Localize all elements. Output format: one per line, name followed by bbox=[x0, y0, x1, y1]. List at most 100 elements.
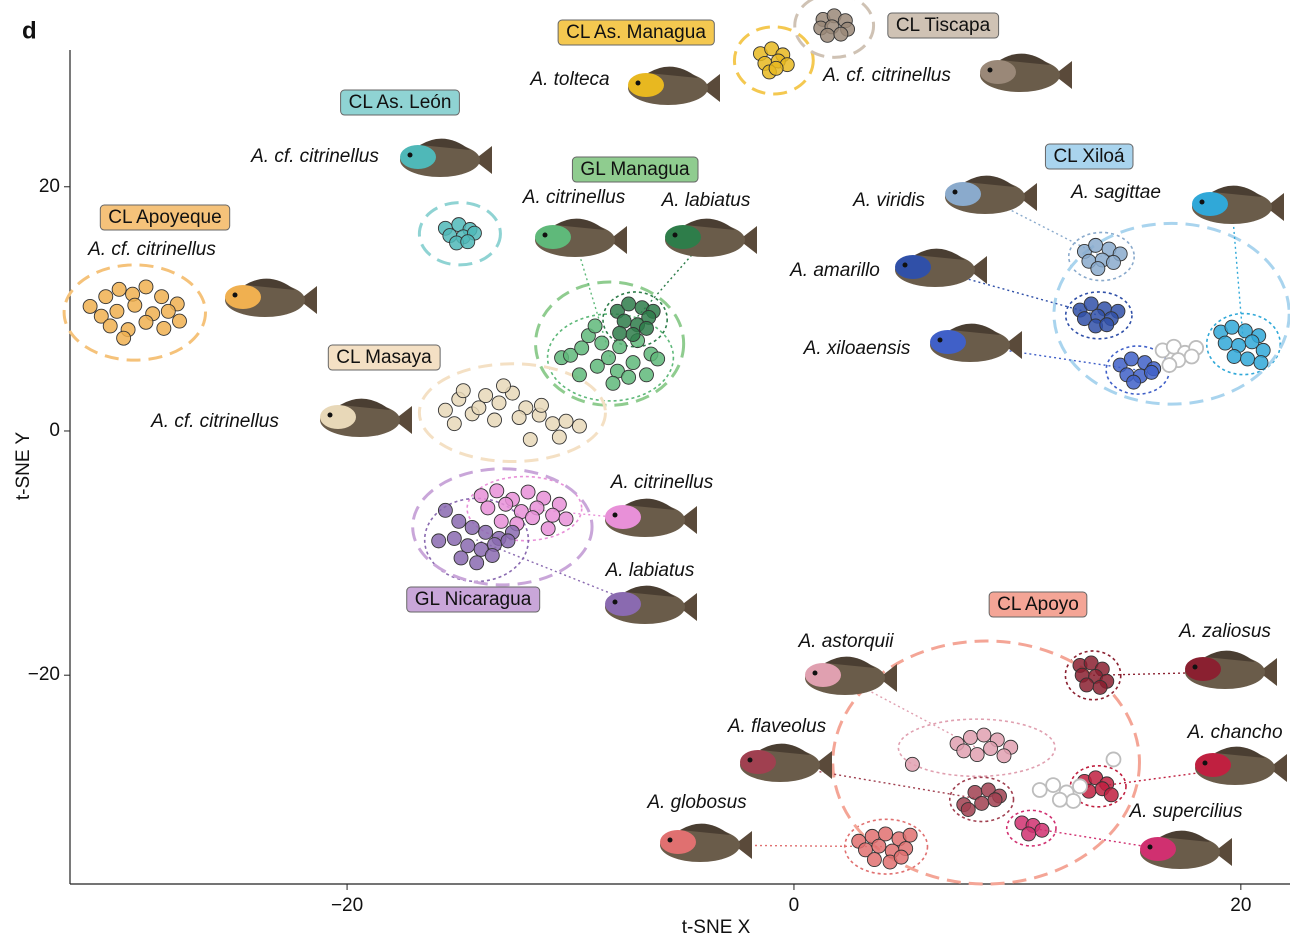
point bbox=[594, 335, 610, 351]
fish-eye bbox=[747, 757, 753, 763]
group-label-box bbox=[340, 89, 460, 116]
point bbox=[1217, 335, 1233, 351]
point bbox=[525, 510, 540, 526]
species-ellipse bbox=[948, 776, 1015, 823]
fish-tail bbox=[1266, 193, 1284, 221]
point bbox=[1088, 237, 1104, 253]
point bbox=[987, 792, 1003, 808]
fish-head bbox=[930, 330, 966, 354]
fish-icon bbox=[945, 175, 1037, 214]
point bbox=[1079, 677, 1095, 693]
point bbox=[102, 318, 118, 334]
point bbox=[1161, 357, 1178, 373]
group-ellipse bbox=[417, 362, 607, 464]
point bbox=[172, 313, 187, 329]
fish-eye bbox=[667, 837, 673, 843]
fish-head bbox=[628, 73, 664, 97]
fish-fin bbox=[950, 323, 1000, 335]
fish-eye bbox=[987, 67, 993, 73]
point bbox=[478, 388, 494, 404]
point bbox=[963, 730, 978, 745]
group-ellipse bbox=[793, 0, 876, 59]
fish-fin bbox=[1000, 53, 1050, 65]
point bbox=[551, 429, 567, 445]
leader-line bbox=[969, 344, 1138, 371]
leader-line bbox=[1098, 767, 1236, 788]
point bbox=[1240, 351, 1255, 367]
point bbox=[605, 375, 621, 391]
species-label: A. citrinellus bbox=[522, 187, 626, 208]
fish-eye bbox=[612, 512, 618, 518]
fish-fin bbox=[340, 398, 390, 410]
point bbox=[109, 303, 125, 319]
fish-head bbox=[1185, 657, 1221, 681]
fish-tail bbox=[679, 506, 697, 534]
group-ellipse bbox=[732, 25, 815, 96]
group-label-box bbox=[988, 591, 1088, 618]
fish-icon bbox=[605, 498, 697, 537]
fish-head bbox=[225, 285, 261, 309]
point bbox=[1092, 679, 1108, 695]
fish-head bbox=[1140, 837, 1176, 861]
ellipses bbox=[62, 0, 1290, 886]
fish-tail bbox=[739, 226, 757, 254]
point bbox=[1106, 255, 1121, 270]
fish-tail bbox=[609, 226, 627, 254]
y-axis-label: t-SNE Y bbox=[13, 432, 34, 501]
point bbox=[484, 548, 500, 563]
species-label: A. cf. citrinellus bbox=[822, 65, 951, 86]
point bbox=[878, 826, 894, 842]
point bbox=[1183, 348, 1200, 365]
point bbox=[1099, 317, 1115, 333]
fish-fin bbox=[1205, 650, 1255, 662]
species-label: A. globosus bbox=[646, 792, 747, 813]
fish-eye bbox=[1202, 760, 1208, 766]
point bbox=[156, 320, 172, 336]
point bbox=[1051, 791, 1068, 808]
point bbox=[520, 484, 536, 500]
fish-eye bbox=[612, 599, 618, 605]
point bbox=[498, 496, 514, 512]
fish-fin bbox=[1215, 746, 1265, 758]
fish-icon bbox=[535, 218, 627, 257]
point bbox=[572, 418, 587, 434]
fish-icon bbox=[1185, 650, 1277, 689]
fish-eye bbox=[232, 292, 238, 298]
fish-icon bbox=[628, 66, 720, 105]
fish-head bbox=[740, 750, 776, 774]
point bbox=[558, 413, 574, 429]
fish-tail bbox=[394, 406, 412, 434]
point bbox=[446, 530, 462, 546]
point bbox=[431, 533, 447, 549]
fish-eye bbox=[407, 152, 413, 158]
point bbox=[437, 402, 453, 418]
fish-head bbox=[805, 663, 841, 687]
group-ellipse bbox=[417, 201, 502, 267]
point bbox=[996, 748, 1012, 764]
fish-tail bbox=[879, 664, 897, 692]
fish-fin bbox=[680, 823, 730, 835]
fish-eye bbox=[327, 412, 333, 418]
fish-fin bbox=[760, 743, 810, 755]
point bbox=[1090, 261, 1106, 277]
point bbox=[1045, 777, 1062, 793]
fish-fin bbox=[1212, 185, 1262, 197]
point bbox=[574, 340, 590, 356]
species-label: A. zaliosus bbox=[1178, 621, 1271, 642]
point bbox=[625, 327, 641, 342]
fish-eye bbox=[952, 189, 958, 195]
point bbox=[904, 756, 920, 772]
group-label-box bbox=[1044, 143, 1134, 170]
point bbox=[601, 350, 616, 366]
species-label: A. cf. citrinellus bbox=[87, 239, 216, 260]
point bbox=[956, 743, 972, 759]
fish-tail bbox=[679, 593, 697, 621]
species-ellipse bbox=[1069, 764, 1127, 808]
species-ellipse bbox=[1005, 809, 1057, 847]
fish-eye bbox=[937, 337, 943, 343]
fish-icon bbox=[895, 248, 987, 287]
species-label: A. viridis bbox=[852, 190, 925, 211]
species-label: A. flaveolus bbox=[727, 716, 827, 737]
point bbox=[455, 383, 471, 399]
